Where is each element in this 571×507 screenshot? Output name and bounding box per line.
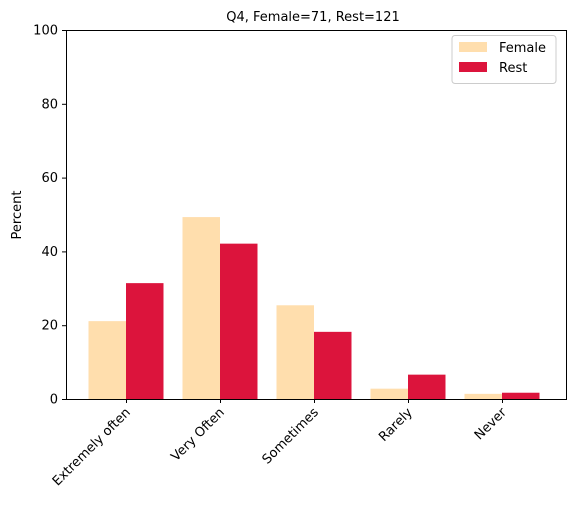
legend: Female Rest — [451, 35, 557, 84]
x-tick-label: Rarely — [376, 405, 416, 445]
bar-rest-very-often — [220, 243, 258, 399]
y-axis-label: Percent — [10, 191, 25, 240]
bars-group — [88, 217, 540, 399]
chart-title: Q4, Female=71, Rest=121 — [226, 10, 400, 25]
bar-rest-extremely-often — [126, 283, 164, 399]
x-tick-label: Very Often — [168, 405, 227, 464]
legend-swatch-rest — [459, 62, 487, 72]
x-tick-label: Extremely often — [50, 405, 134, 489]
bar-female-rarely — [370, 388, 408, 399]
bar-female-extremely-often — [88, 321, 126, 399]
y-tick-label: 0 — [50, 393, 58, 408]
bar-female-sometimes — [276, 305, 314, 399]
legend-label-rest: Rest — [499, 61, 527, 76]
bar-rest-never — [502, 392, 540, 399]
y-tick-label: 60 — [41, 171, 58, 186]
legend-label-female: Female — [499, 41, 546, 56]
y-axis: 0 20 40 60 80 100 — [33, 24, 66, 408]
y-tick-label: 20 — [41, 319, 58, 334]
y-tick-label: 40 — [41, 245, 58, 260]
y-tick-label: 100 — [33, 24, 58, 39]
legend-swatch-female — [459, 42, 487, 52]
bar-female-very-often — [182, 217, 220, 399]
plot-frame — [66, 30, 567, 400]
bar-female-never — [464, 393, 502, 399]
x-tick-label: Never — [472, 405, 510, 443]
bar-rest-sometimes — [314, 331, 352, 399]
y-tick-label: 80 — [41, 97, 58, 112]
x-axis: Extremely often Very Often Sometimes Rarely… — [50, 399, 510, 489]
bar-rest-rarely — [408, 374, 446, 399]
x-tick-label: Sometimes — [260, 405, 322, 467]
